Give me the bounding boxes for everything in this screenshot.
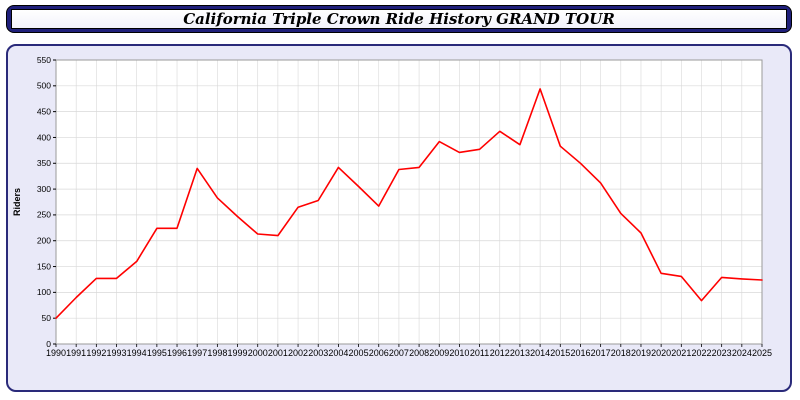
x-tick-label: 2003 xyxy=(308,348,328,358)
x-tick-label: 2000 xyxy=(248,348,268,358)
x-tick-label: 2022 xyxy=(691,348,711,358)
x-tick-label: 2004 xyxy=(328,348,348,358)
x-tick-label: 2019 xyxy=(631,348,651,358)
y-tick-label: 300 xyxy=(37,184,51,194)
x-tick-label: 2013 xyxy=(510,348,530,358)
x-tick-label: 2023 xyxy=(712,348,732,358)
plot-frame xyxy=(55,59,763,345)
x-tick-label: 1996 xyxy=(167,348,187,358)
chart-panel: 0 50 100 150 200 250 300 350 400 450 500 550 1990 199… xyxy=(6,44,792,392)
x-tick-label: 2024 xyxy=(732,348,752,358)
x-tick-label: 2002 xyxy=(288,348,308,358)
x-tick-label: 2018 xyxy=(611,348,631,358)
x-tick-label: 1994 xyxy=(127,348,147,358)
x-tick-label: 2008 xyxy=(409,348,429,358)
x-tick-label: 2021 xyxy=(671,348,691,358)
x-tick-label: 1998 xyxy=(207,348,227,358)
chart-title: California Triple Crown Ride History GRA… xyxy=(183,10,615,28)
y-tick-label: 50 xyxy=(42,313,52,323)
y-axis-labels: 0 50 100 150 200 250 300 350 400 450 500 550 xyxy=(37,55,56,349)
y-tick-label: 150 xyxy=(37,261,51,271)
x-tick-label: 1992 xyxy=(86,348,106,358)
plot-area xyxy=(56,60,762,344)
y-tick-label: 500 xyxy=(37,81,51,91)
y-tick-label: 450 xyxy=(37,106,51,116)
x-tick-label: 2017 xyxy=(591,348,611,358)
x-tick-label: 1993 xyxy=(106,348,126,358)
y-tick-label: 200 xyxy=(37,236,51,246)
x-tick-label: 1999 xyxy=(228,348,248,358)
y-tick-label: 400 xyxy=(37,132,51,142)
x-tick-label: 2011 xyxy=(470,348,489,358)
x-tick-label: 2025 xyxy=(752,348,772,358)
y-tick-label: 550 xyxy=(37,55,51,65)
x-tick-label: 2005 xyxy=(349,348,369,358)
x-tick-label: 1995 xyxy=(147,348,167,358)
y-tick-label: 350 xyxy=(37,158,51,168)
y-axis-title: Riders xyxy=(12,188,22,216)
x-tick-label: 2015 xyxy=(550,348,570,358)
y-tick-label: 100 xyxy=(37,287,51,297)
y-tick-label: 0 xyxy=(46,339,51,349)
x-tick-label: 2010 xyxy=(449,348,469,358)
x-tick-label: 2001 xyxy=(268,348,288,358)
x-tick-label: 1991 xyxy=(66,348,86,358)
x-tick-label: 1990 xyxy=(46,348,66,358)
x-tick-label: 2006 xyxy=(369,348,389,358)
x-tick-label: 1997 xyxy=(187,348,207,358)
chart-title-bar: California Triple Crown Ride History GRA… xyxy=(6,5,792,33)
chart-title-box: California Triple Crown Ride History GRA… xyxy=(11,9,787,29)
y-tick-label: 250 xyxy=(37,210,51,220)
x-tick-label: 2009 xyxy=(429,348,449,358)
x-tick-label: 2014 xyxy=(530,348,550,358)
x-axis-labels: 1990 1991 1992 1993 1994 1995 1996 1997 1998 1999… xyxy=(46,344,772,358)
riders-data-line xyxy=(55,88,763,320)
x-tick-label: 2016 xyxy=(570,348,590,358)
x-tick-label: 2020 xyxy=(651,348,671,358)
x-tick-label: 2007 xyxy=(389,348,409,358)
x-tick-label: 2012 xyxy=(490,348,510,358)
